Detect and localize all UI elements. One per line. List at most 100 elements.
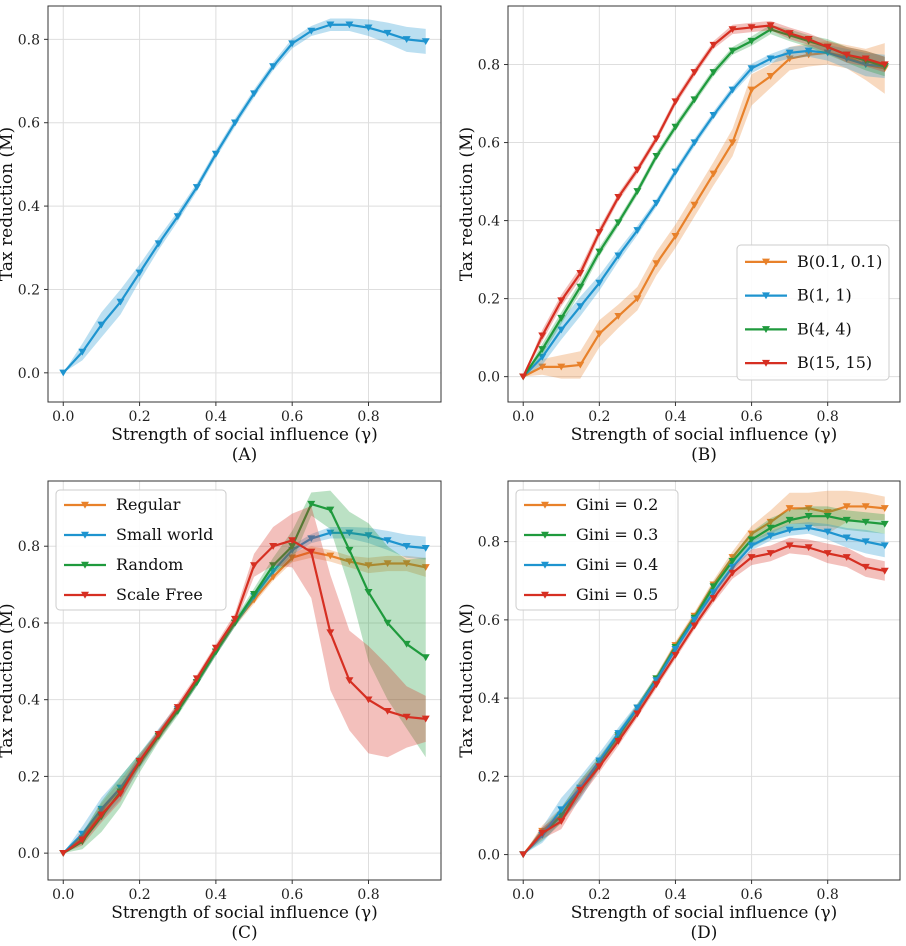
data-point <box>402 640 411 648</box>
data-point <box>364 532 373 540</box>
legend-label: Gini = 0.2 <box>576 495 658 514</box>
data-point <box>652 135 661 143</box>
data-point <box>230 119 239 127</box>
data-point <box>785 49 794 57</box>
data-point <box>823 550 832 557</box>
data-point <box>823 509 832 516</box>
legend-entry: B(15, 15) <box>745 353 872 372</box>
data-point <box>519 373 528 381</box>
x-tick-label: 0.6 <box>740 409 762 425</box>
data-point <box>652 199 661 207</box>
data-point <box>633 710 642 718</box>
data-point <box>383 29 392 37</box>
data-point <box>671 168 680 176</box>
legend-entry: B(4, 4) <box>745 319 852 338</box>
legend-marker <box>541 591 549 599</box>
plot-frame <box>507 480 901 881</box>
x-tick-label: 0.0 <box>52 887 74 903</box>
data-point <box>785 516 794 524</box>
data-point <box>595 279 604 287</box>
data-point <box>595 248 604 256</box>
data-point <box>97 811 106 819</box>
legend-label: B(15, 15) <box>797 353 872 372</box>
data-point <box>785 526 794 534</box>
panel-caption: (D) <box>691 923 718 943</box>
data-point <box>766 524 775 532</box>
data-point <box>652 260 661 268</box>
legend-label: Gini = 0.4 <box>576 555 658 574</box>
data-point <box>402 713 411 721</box>
data-point <box>690 96 699 104</box>
data-point <box>614 730 623 737</box>
y-tick-label: 0.2 <box>18 282 40 298</box>
data-point <box>135 757 144 765</box>
data-point <box>595 763 604 771</box>
legend-box <box>736 244 890 381</box>
data-point <box>804 505 813 512</box>
data-point <box>192 184 201 191</box>
x-tick-label: 0.2 <box>128 409 150 425</box>
data-point <box>747 86 756 94</box>
series-3 <box>519 537 889 859</box>
data-point <box>671 123 680 131</box>
data-point <box>633 188 642 195</box>
x-tick-label: 0.4 <box>205 887 227 903</box>
legend-marker <box>541 531 549 539</box>
legend-entry: Gini = 0.4 <box>524 555 658 574</box>
legend-label: Small world <box>116 525 213 544</box>
data-point <box>557 363 566 371</box>
data-point <box>842 55 851 63</box>
data-point <box>576 270 585 277</box>
data-point <box>364 696 373 704</box>
data-point <box>747 530 756 538</box>
confidence-band <box>63 18 426 373</box>
data-point <box>747 24 756 32</box>
series-0 <box>59 18 430 377</box>
data-point <box>880 520 889 528</box>
data-point <box>671 646 680 653</box>
series-line <box>62 23 426 374</box>
data-point <box>747 542 756 550</box>
series-line <box>522 526 885 856</box>
data-point <box>709 595 718 602</box>
data-point <box>421 38 430 46</box>
x-tick-label: 0.4 <box>205 409 227 425</box>
data-point <box>747 37 756 45</box>
y-tick-label: 0.8 <box>18 539 40 555</box>
panel-caption: (B) <box>691 445 717 465</box>
y-axis-label: Tax reduction (M) <box>0 127 17 281</box>
data-point <box>538 332 547 340</box>
x-axis-label: Strength of social influence (γ) <box>111 903 378 923</box>
data-point <box>557 314 566 322</box>
data-point <box>728 557 737 565</box>
data-point <box>804 513 813 520</box>
plot-frame <box>507 5 901 403</box>
data-point <box>250 562 259 570</box>
data-point <box>614 312 623 320</box>
data-point <box>823 513 832 520</box>
series-line <box>522 49 885 378</box>
data-point <box>383 560 392 568</box>
data-point <box>557 326 566 334</box>
legend-entry: Regular <box>64 495 181 514</box>
data-point <box>614 219 623 227</box>
data-point <box>595 757 604 765</box>
legend-entry: Scale Free <box>64 585 203 604</box>
x-tick-label: 0.0 <box>512 409 534 425</box>
legend-entry: Small world <box>64 525 213 544</box>
data-point <box>785 505 794 512</box>
data-point <box>728 86 737 94</box>
data-point <box>709 41 718 49</box>
legend-marker <box>81 591 89 599</box>
y-tick-label: 0.4 <box>18 199 40 215</box>
data-point <box>383 537 392 545</box>
data-point <box>880 505 889 512</box>
legend-marker <box>762 258 770 266</box>
legend-marker <box>762 326 770 333</box>
data-point <box>880 61 889 69</box>
data-point <box>269 543 278 550</box>
data-point <box>78 830 87 838</box>
